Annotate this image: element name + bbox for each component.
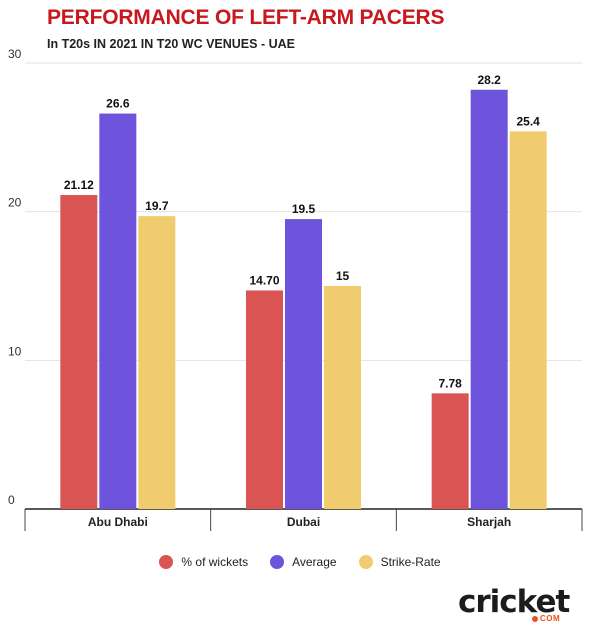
x-tick-label-dubai: Dubai [287,515,320,529]
logo-text: cricket [458,584,570,620]
data-label-sharjah-average: 28.2 [477,73,501,87]
x-tick-label-sharjah: Sharjah [467,515,511,529]
data-label-abu-dhabi-average: 26.6 [106,97,130,111]
legend-item-strike-rate: Strike-Rate [358,555,441,569]
y-tick-label-20: 20 [8,196,22,210]
bar-abu-dhabi-of-wickets [60,195,98,510]
data-label-dubai-average: 19.5 [292,202,316,216]
legend-label-wickets: % of wickets [181,555,249,569]
bar-dubai-of-wickets [246,290,283,509]
chart-title: PERFORMANCE OF LEFT-ARM PACERS [47,6,445,29]
logo-dot-icon [532,616,538,622]
y-tick-label-0: 0 [8,493,15,507]
data-label-abu-dhabi-strike-rate: 19.7 [145,199,169,213]
bar-abu-dhabi-strike-rate [138,216,176,510]
bar-abu-dhabi-average [99,113,137,510]
legend-label-average: Average [292,555,337,569]
bar-sharjah-of-wickets [431,393,469,509]
legend-swatch-average [270,555,285,569]
data-label-sharjah-of-wickets: 7.78 [438,376,462,390]
chart-subtitle: In T20s IN 2021 IN T20 WC VENUES - UAE [47,37,295,51]
bar-dubai-average [285,219,322,509]
legend-item-average: Average [270,555,337,569]
bar-dubai-strike-rate [324,286,361,509]
data-label-dubai-strike-rate: 15 [336,269,350,283]
y-tick-label-30: 30 [8,47,22,61]
cricket-com-logo: cricket COM [458,584,578,628]
data-label-abu-dhabi-of-wickets: 21.12 [64,178,94,192]
logo-subtext: COM [540,614,561,623]
chart-legend: % of wickets Average Strike-Rate [0,555,600,569]
bar-chart: 0 10 20 30 21.12 26.6 19.7 Abu Dhabi 14.70 19.5 15… [8,47,583,531]
x-tick-label-abu-dhabi: Abu Dhabi [88,515,148,529]
legend-label-strike-rate: Strike-Rate [380,555,441,569]
data-label-dubai-of-wickets: 14.70 [249,273,279,287]
bar-sharjah-average [470,89,508,509]
bar-sharjah-strike-rate [509,131,547,510]
legend-swatch-wickets [159,555,174,569]
legend-item-wickets: % of wickets [159,555,248,569]
y-tick-label-10: 10 [8,344,22,358]
data-label-sharjah-strike-rate: 25.4 [516,114,540,128]
legend-swatch-strike-rate [358,555,373,569]
